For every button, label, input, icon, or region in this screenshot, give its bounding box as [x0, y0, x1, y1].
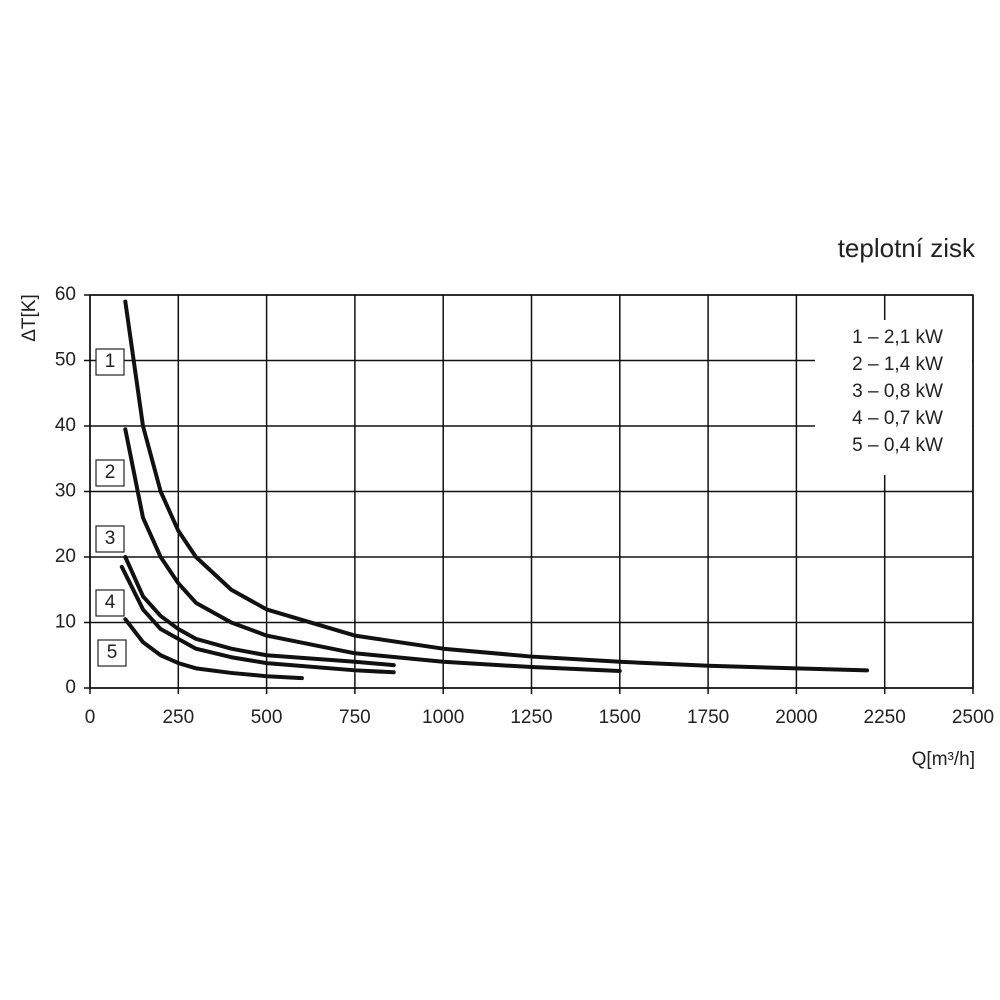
series-line [119, 564, 396, 675]
x-tick-label: 2500 [952, 707, 994, 728]
curve-label: 5 [107, 642, 118, 663]
x-tick-label: 1000 [422, 707, 464, 728]
x-tick-label: 2250 [864, 707, 906, 728]
x-axis-label: Q[m³/h] [912, 749, 975, 770]
x-tick-label: 750 [339, 707, 371, 728]
curve-label: 1 [105, 351, 116, 372]
y-tick-label: 0 [65, 677, 76, 698]
legend-entry: 1 – 2,1 kW [852, 327, 943, 348]
plot-frame [89, 294, 974, 689]
y-tick-label: 50 [55, 350, 76, 371]
legend-box [815, 320, 972, 475]
curve-label: 2 [105, 462, 116, 483]
y-tick-label: 60 [55, 284, 76, 305]
series-line [123, 617, 304, 681]
x-tick-label: 2000 [775, 707, 817, 728]
curve-label: 4 [105, 592, 116, 613]
y-axis-label: ΔT[K] [19, 294, 40, 342]
chart-title: teplotní zisk [838, 233, 976, 263]
series-line [123, 555, 396, 668]
y-tick-label: 30 [55, 481, 76, 502]
curve-label: 3 [105, 528, 116, 549]
legend-entry: 3 – 0,8 kW [852, 381, 943, 402]
x-tick-label: 0 [85, 707, 96, 728]
x-tick-label: 1250 [510, 707, 552, 728]
x-tick-label: 1500 [599, 707, 641, 728]
curve-label-box [95, 589, 125, 617]
legend: 1 – 2,1 kW 2 – 1,4 kW 3 – 0,8 kW 4 – 0,7 kW… [815, 320, 972, 475]
curve-label-box [97, 639, 127, 667]
legend-entry: 4 – 0,7 kW [852, 408, 943, 429]
legend-entry: 2 – 1,4 kW [852, 354, 943, 375]
series-line [123, 427, 622, 673]
legend-entry: 5 – 0,4 kW [852, 435, 943, 456]
y-tick-label: 40 [55, 415, 76, 436]
y-tick-label: 20 [55, 546, 76, 567]
curve-label-box [95, 459, 125, 487]
curve-label-box [95, 348, 125, 376]
x-tick-label: 500 [251, 707, 283, 728]
x-tick-label: 1750 [687, 707, 729, 728]
y-tick-label: 10 [55, 612, 76, 633]
x-tick-label: 250 [162, 707, 194, 728]
curve-label-box [95, 525, 125, 553]
series-line [123, 299, 870, 673]
